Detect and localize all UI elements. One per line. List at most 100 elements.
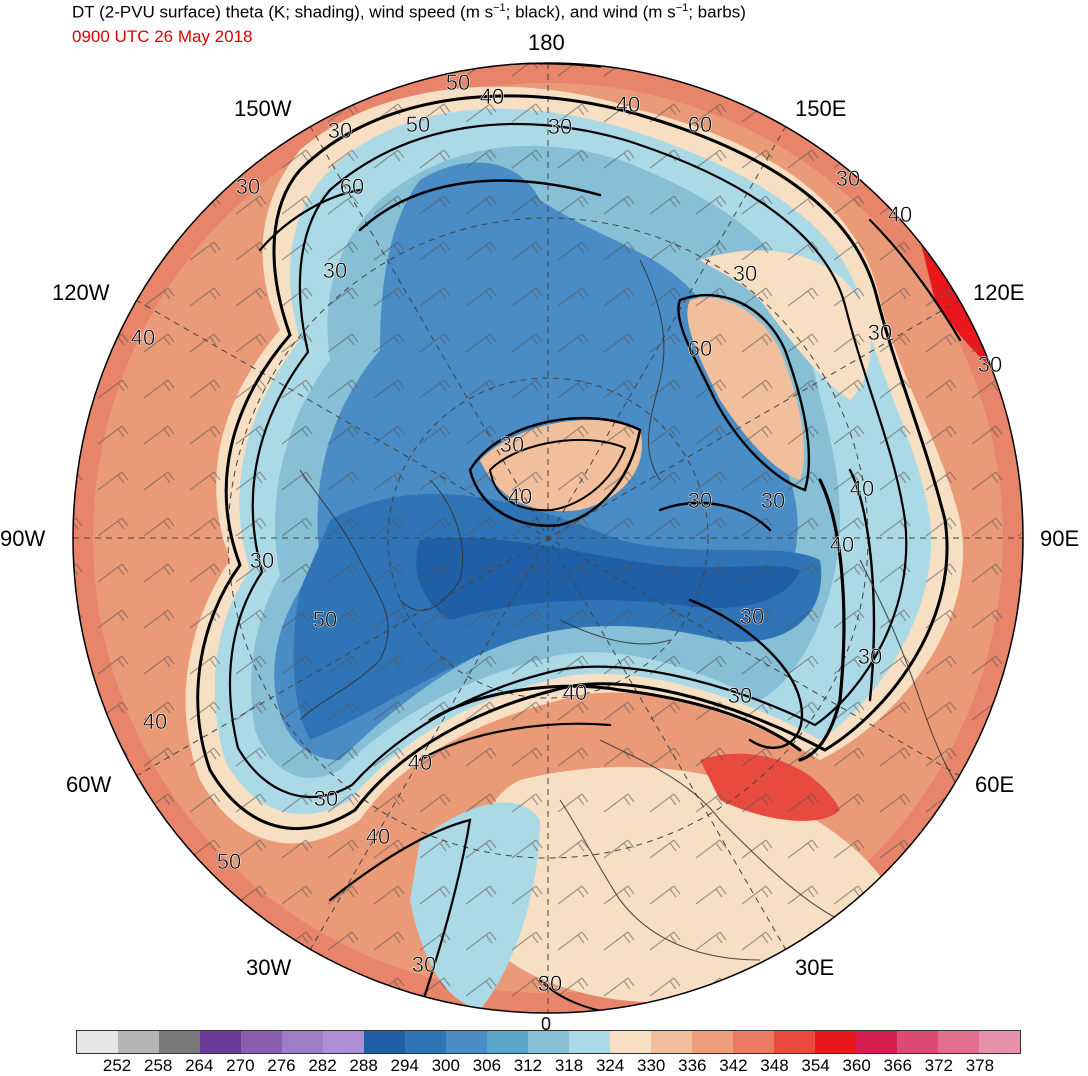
contour-label: 60 [688, 336, 712, 361]
contour-label: 50 [217, 849, 241, 874]
colorbar-swatch [938, 1031, 979, 1053]
contour-label: 40 [563, 680, 587, 705]
contour-label: 60 [340, 174, 364, 199]
valid-time: 0900 UTC 26 May 2018 [72, 27, 253, 46]
lon-label-120w: 120W [52, 280, 110, 305]
contour-label: 40 [850, 476, 874, 501]
contour-label: 60 [688, 112, 712, 137]
contour-label: 40 [131, 325, 155, 350]
colorbar-swatch [364, 1031, 405, 1053]
lon-label-90e: 90E [1040, 526, 1080, 551]
colorbar-tick-label: 318 [554, 1056, 584, 1075]
contour-label: 30 [328, 118, 352, 143]
contour-label: 50 [446, 70, 470, 95]
colorbar-tick-label: 294 [390, 1056, 419, 1075]
colorbar-tick-label: 348 [760, 1056, 789, 1075]
contour-label: 40 [888, 202, 912, 227]
contour-label: 30 [548, 114, 572, 139]
colorbar-tick-label: 300 [431, 1056, 460, 1075]
theta-colorbar [76, 1030, 1021, 1054]
colorbar-tick-label: 270 [226, 1056, 255, 1075]
colorbar-tick-label: 366 [883, 1056, 912, 1075]
lon-label-150w: 150W [234, 96, 292, 121]
colorbar-swatch [651, 1031, 692, 1053]
colorbar-tick-labels: 252 258 264 270 276 282 288 294 300 306 312 318 324 3… [76, 1056, 1021, 1076]
colorbar-swatch [979, 1031, 1020, 1053]
contour-label: 30 [836, 166, 860, 191]
contour-label: 30 [733, 261, 757, 286]
colorbar-swatch [446, 1031, 487, 1053]
colorbar-swatch [77, 1031, 118, 1053]
colorbar-tick-label: 258 [143, 1056, 173, 1075]
colorbar-tick-label: 372 [924, 1056, 953, 1075]
contour-label: 40 [366, 824, 390, 849]
chart-title: DT (2-PVU surface) theta (K; shading), w… [72, 2, 746, 22]
wind-speed-contours [196, 63, 1022, 1013]
contour-label: 30 [978, 352, 1002, 377]
colorbar-tick-label: 282 [308, 1056, 337, 1075]
contour-label: 30 [688, 488, 712, 513]
contour-label: 30 [500, 432, 524, 457]
colorbar-swatch [282, 1031, 323, 1053]
lon-label-90w: 90W [0, 526, 46, 551]
contour-label: 50 [406, 112, 430, 137]
contour-label: 40 [508, 484, 532, 509]
lon-label-150e: 150E [795, 96, 847, 121]
lon-label-60e: 60E [975, 772, 1015, 797]
colorbar-tick-label: 252 [102, 1056, 132, 1075]
contour-label: 40 [143, 709, 167, 734]
lon-label-120e: 120E [973, 280, 1025, 305]
colorbar-swatch [405, 1031, 446, 1053]
colorbar-tick-label: 360 [842, 1056, 871, 1075]
colorbar-tick-label: 306 [472, 1056, 502, 1075]
contour-label: 40 [616, 92, 640, 117]
colorbar-swatch [323, 1031, 364, 1053]
colorbar-swatch [774, 1031, 815, 1053]
contour-label: 30 [250, 548, 274, 573]
colorbar-tick-label: 354 [801, 1056, 830, 1075]
lon-label-30e: 30E [795, 955, 835, 980]
contour-label: 30 [728, 683, 752, 708]
colorbar-tick-label: 330 [637, 1056, 666, 1075]
colorbar-swatch [815, 1031, 856, 1053]
colorbar-swatch [528, 1031, 569, 1053]
colorbar-swatch [610, 1031, 651, 1053]
contour-label: 30 [740, 604, 764, 629]
colorbar-swatch [856, 1031, 897, 1053]
colorbar-tick-label: 264 [185, 1056, 214, 1075]
colorbar-swatch [692, 1031, 733, 1053]
contour-label: 50 [313, 607, 337, 632]
colorbar-tick-label: 288 [349, 1056, 378, 1075]
lon-label-60w: 60W [66, 772, 112, 797]
lon-label-180: 180 [528, 30, 565, 55]
colorbar-swatch [487, 1031, 528, 1053]
contour-label: 30 [868, 320, 892, 345]
colorbar-swatch [897, 1031, 938, 1053]
colorbar-tick-label: 378 [965, 1056, 995, 1075]
colorbar-swatch [159, 1031, 200, 1053]
colorbar-swatch [569, 1031, 610, 1053]
contour-label: 40 [480, 84, 504, 109]
lon-label-30w: 30W [246, 955, 292, 980]
colorbar-tick-label: 324 [595, 1056, 625, 1075]
map-boundary [72, 62, 1024, 1014]
colorbar-tick-label: 336 [678, 1056, 707, 1075]
colorbar-swatch [241, 1031, 282, 1053]
contour-label: 30 [858, 644, 882, 669]
colorbar-swatch [118, 1031, 159, 1053]
contour-label: 40 [830, 532, 854, 557]
colorbar-tick-label: 342 [719, 1056, 748, 1075]
colorbar-swatch [733, 1031, 774, 1053]
colorbar-swatch [200, 1031, 241, 1053]
contour-label: 40 [408, 750, 432, 775]
contour-label: 30 [538, 971, 562, 996]
lon-label-0: 0 [541, 1014, 552, 1034]
contour-label: 30 [236, 174, 260, 199]
contour-label: 30 [314, 786, 338, 811]
colorbar-tick-label: 312 [513, 1056, 543, 1075]
contour-label: 30 [761, 488, 785, 513]
contour-labels: 50 40 30 60 50 30 60 30 30 40 30 30 40 30 60 30 30 40 30 40… [131, 70, 1003, 997]
contour-label: 30 [323, 258, 347, 283]
colorbar-tick-label: 276 [267, 1056, 296, 1075]
